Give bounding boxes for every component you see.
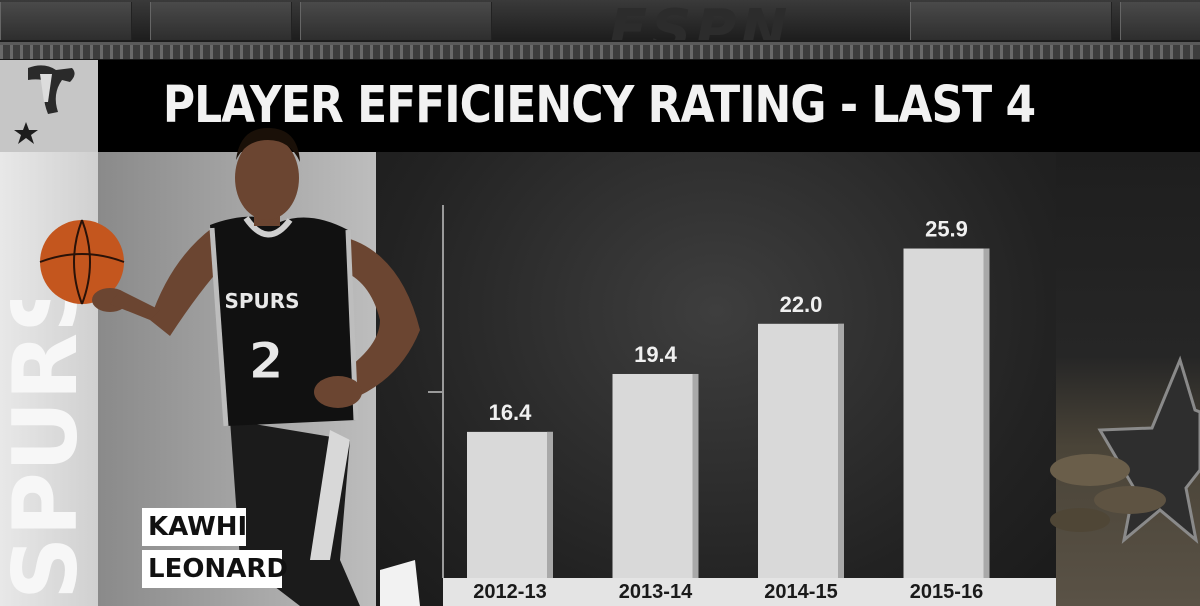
team-wordmark: SPURS: [8, 300, 88, 600]
category-label-2015-16: 2015-16: [910, 581, 983, 603]
bars-group: [467, 248, 990, 578]
strip-panel: [300, 2, 492, 40]
bar-shade-2015-16: [983, 248, 990, 578]
strip-panel: [0, 2, 132, 40]
value-label-2014-15: 22.0: [780, 292, 823, 317]
svg-text:SPURS: SPURS: [8, 300, 88, 600]
bar-2015-16: [903, 248, 990, 578]
team-logo-box: [0, 60, 98, 152]
value-label-2012-13: 16.4: [489, 400, 533, 425]
value-label-2015-16: 25.9: [925, 217, 968, 242]
category-label-2014-15: 2014-15: [764, 581, 837, 603]
bar-2013-14: [612, 373, 699, 578]
strip-panel: [910, 2, 1112, 40]
broadcast-top-strip: ESPN: [0, 0, 1200, 45]
bar-shade-2014-15: [838, 323, 844, 578]
value-label-2013-14: 19.4: [634, 342, 678, 367]
bar-2014-15: [758, 323, 844, 578]
network-logo: ESPN: [608, 2, 792, 40]
player-first-name: KAWHI: [142, 508, 247, 546]
x-axis-band: [443, 578, 1056, 606]
category-label-2013-14: 2013-14: [619, 581, 693, 603]
jersey-number: 2: [249, 332, 284, 390]
player-name-plate: KAWHI LEONARD: [142, 508, 288, 592]
strip-panel: [150, 2, 292, 40]
bar-shade-2012-13: [547, 431, 553, 578]
spurs-logo-icon: [14, 65, 75, 144]
player-last-name: LEONARD: [142, 550, 288, 588]
category-labels-group: 2012-13 2013-14 2014-15 2015-16: [473, 581, 983, 603]
rivet-divider: [0, 45, 1200, 59]
category-label-2012-13: 2012-13: [473, 581, 546, 603]
jersey-wordmark: SPURS: [224, 289, 299, 313]
bar-2012-13: [467, 431, 553, 578]
value-labels-group: 16.4 19.4 22.0 25.9: [489, 217, 968, 425]
strip-panel: [1120, 2, 1200, 40]
bar-shade-2013-14: [692, 373, 699, 578]
